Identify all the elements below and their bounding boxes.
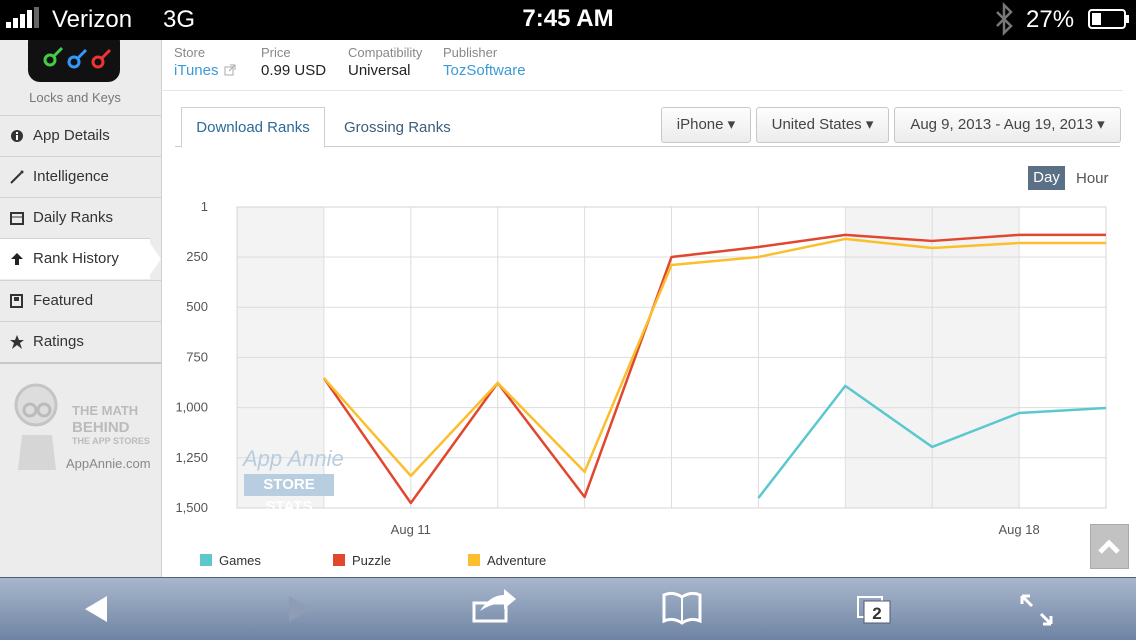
series-line [757, 384, 1107, 499]
nav-label: Rank History [33, 250, 119, 267]
tab[interactable]: Download Ranks [181, 107, 325, 148]
x-tick-label: Aug 18 [998, 522, 1039, 537]
watermark-text: THE APP STORES [72, 436, 150, 446]
network: 3G [163, 6, 196, 33]
nav-label: Daily Ranks [33, 209, 114, 226]
plot-frame [236, 206, 1107, 509]
dropdown-label: iPhone [676, 116, 724, 133]
watermark-text: THE MATH [72, 403, 139, 418]
mascot [14, 383, 58, 470]
nav-item[interactable]: App Details [0, 115, 161, 156]
y-tick-label: 250 [186, 249, 208, 264]
nav-item[interactable]: Intelligence [0, 156, 161, 197]
nav-item[interactable]: Daily Ranks [0, 197, 161, 238]
dropdown[interactable]: Aug 9, 2013 - Aug 19, 2013 ▾ [894, 107, 1121, 143]
legend-swatch [333, 554, 345, 566]
carrier: Verizon [52, 6, 133, 33]
app-icon [28, 40, 120, 82]
tab-count: 2 [872, 604, 881, 623]
watermark-text: AppAnnie.com [66, 456, 151, 471]
info-label: Compatibility [348, 45, 423, 60]
status-icons [6, 1, 1129, 37]
clock: 7:45 AM [522, 5, 614, 32]
dropdown-label: Aug 9, 2013 - Aug 19, 2013 [910, 116, 1093, 133]
info-link[interactable]: iTunes [174, 62, 219, 79]
y-tick-label: 1,500 [175, 500, 208, 515]
info-label: Store [174, 45, 206, 60]
main [163, 40, 1136, 577]
series-line [322, 237, 1106, 478]
status-bar: Verizon 3G 7:45 AM 27% [0, 0, 1136, 40]
day-button[interactable]: Day [1028, 166, 1065, 190]
back-button[interactable] [85, 596, 107, 622]
tab-rule [175, 146, 1120, 147]
dropdown-label: United States [771, 116, 862, 133]
tab[interactable]: Grossing Ranks [344, 119, 451, 136]
info-value: 0.99 USD [261, 62, 327, 79]
watermark-text: BEHIND [72, 419, 130, 436]
share-button[interactable] [472, 589, 516, 623]
y-tick-label: 1,250 [175, 450, 208, 465]
chart-watermark: App Annie [243, 446, 344, 471]
legend-swatch [200, 554, 212, 566]
bookmarks-button[interactable] [662, 591, 702, 625]
nav-label: Featured [33, 292, 94, 309]
chart: 1 250 500 750 1,000 1,250 1,500 Aug 11 Aug 18 Gam… [175, 199, 1107, 568]
fullscreen-button[interactable] [1020, 594, 1053, 626]
info-link[interactable]: TozSoftware [443, 62, 526, 79]
x-tick-label: Aug 11 [391, 522, 431, 537]
info-label: Publisher [443, 45, 498, 60]
info-value: Universal [348, 62, 411, 79]
scroll-top-button[interactable] [1090, 524, 1129, 569]
nav-item[interactable]: Rank History [0, 238, 161, 279]
battery-level: 27% [1026, 6, 1075, 33]
nav-label: Ratings [33, 333, 84, 350]
toolbar: 2 [0, 577, 1136, 640]
legend-swatch [468, 554, 480, 566]
nav-label: App Details [33, 127, 110, 144]
app-name: Locks and Keys [29, 90, 121, 105]
dropdown[interactable]: United States ▾ [756, 107, 889, 143]
y-tick-label: 1 [201, 199, 208, 214]
y-tick-label: 500 [186, 299, 208, 314]
sidebar-watermark: THE MATH BEHIND THE APP STORES [72, 402, 150, 446]
info-label: Price [261, 45, 291, 60]
hour-button[interactable]: Hour [1076, 170, 1109, 187]
tabs-button[interactable]: 2 [857, 596, 891, 624]
legend-label: Puzzle [352, 553, 391, 568]
chart-watermark: STORE STATS [244, 474, 334, 515]
external-icon [224, 64, 236, 76]
dropdown[interactable]: iPhone ▾ [661, 107, 751, 143]
sidebar: Locks and Keys App Details Intelligence … [0, 40, 162, 577]
forward-button [289, 596, 311, 622]
y-tick-label: 750 [186, 349, 208, 364]
series-line [322, 233, 1106, 505]
y-tick-label: 1,000 [175, 400, 208, 415]
nav-item[interactable]: Featured [0, 280, 161, 321]
legend-label: Adventure [487, 553, 546, 568]
legend-label: Games [219, 553, 261, 568]
nav-label: Intelligence [33, 168, 109, 185]
nav-item[interactable]: Ratings [0, 321, 161, 364]
